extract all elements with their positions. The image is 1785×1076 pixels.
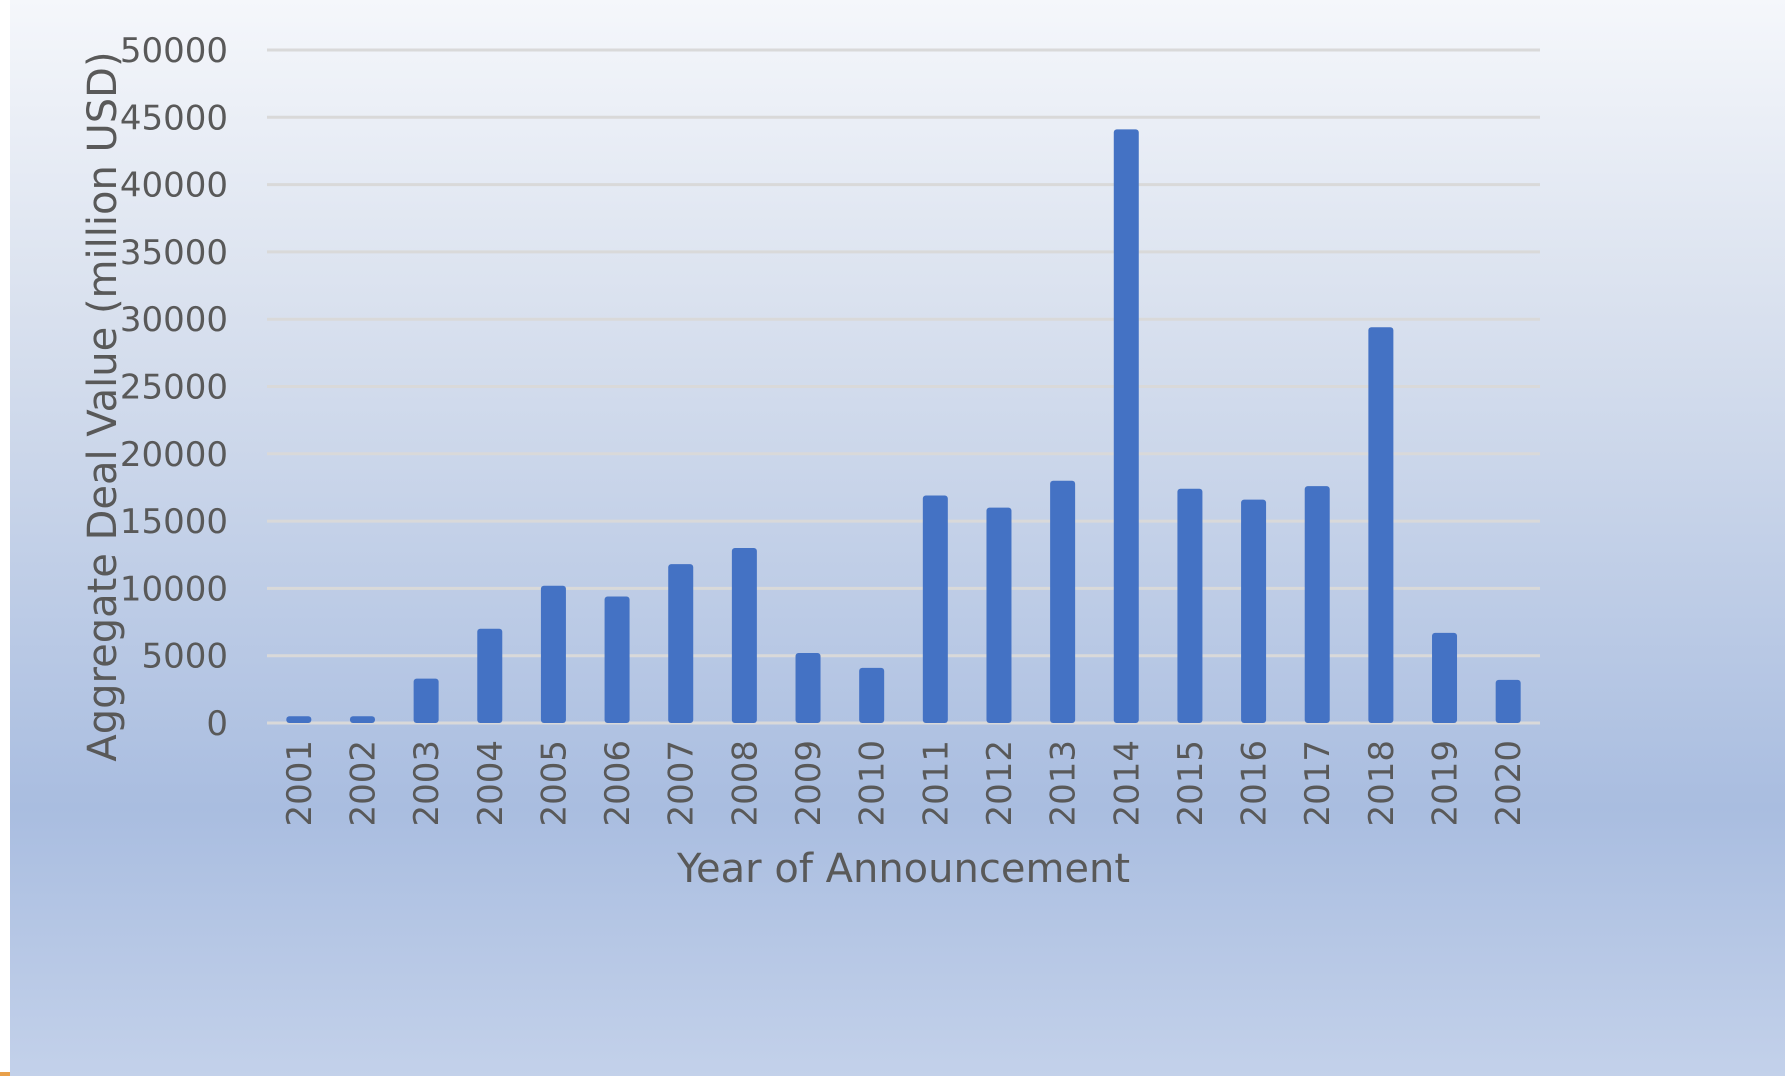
x-tick-label: 2005 [534,740,574,827]
x-tick-label: 2006 [598,740,638,827]
x-tick-label: 2011 [916,740,956,827]
x-axis-title: Year of Announcement [676,846,1130,892]
x-tick-label: 2012 [980,740,1020,827]
y-tick-label: 35000 [120,233,228,273]
bar-2010 [859,667,885,723]
x-tick-label: 2017 [1298,740,1338,827]
x-tick-label: 2018 [1362,740,1402,827]
bars [286,129,1521,723]
bar-2012 [986,507,1012,723]
bar-2004 [477,628,503,723]
x-axis-tick-labels: 2001 2002 2003 2004 2005 2006 2007 2008 2009 2010… [280,740,1529,827]
y-tick-label: 25000 [120,368,228,408]
bar-2003 [413,678,439,723]
chart-frame: 0 5000 10000 15000 20000 25000 30000 35000 40000… [10,0,1785,1076]
bar-2008 [731,548,757,723]
bar-2009 [795,653,821,723]
x-tick-label: 2002 [343,740,383,827]
bar-2020 [1495,679,1521,723]
bar-2019 [1432,632,1458,723]
bar-2001 [286,716,312,723]
x-tick-label: 2004 [471,740,511,827]
y-tick-label: 45000 [120,98,228,138]
bar-2002 [349,716,375,723]
y-tick-label: 10000 [120,569,228,609]
bar-2018 [1368,327,1394,723]
bar-2015 [1177,488,1203,723]
y-tick-label: 40000 [120,166,228,206]
x-tick-label: 2010 [853,740,893,827]
x-tick-label: 2013 [1044,740,1084,827]
x-tick-label: 2001 [280,740,320,827]
x-tick-label: 2014 [1107,740,1147,827]
bar-chart: 0 5000 10000 15000 20000 25000 30000 35000 40000… [80,31,1540,892]
y-tick-label: 50000 [120,31,228,71]
bar-2005 [540,585,566,723]
bar-2017 [1304,486,1330,723]
y-axis-title: Aggregate Deal Value (million USD) [80,51,126,761]
gridlines [267,48,1540,725]
bar-2006 [604,596,630,723]
x-tick-label: 2020 [1489,740,1529,827]
y-tick-label: 20000 [120,435,228,475]
x-tick-label: 2008 [725,740,765,827]
corner-accent [0,1072,10,1076]
y-tick-label: 0 [206,704,228,744]
y-tick-label: 15000 [120,502,228,542]
x-tick-label: 2007 [662,740,702,827]
bar-2016 [1241,499,1267,723]
bar-2011 [922,495,948,723]
x-tick-label: 2019 [1426,740,1466,827]
x-tick-label: 2016 [1235,740,1275,827]
x-tick-label: 2003 [407,740,447,827]
bar-2014 [1113,129,1139,723]
y-tick-label: 5000 [141,637,228,677]
bar-2007 [668,564,694,723]
x-tick-label: 2009 [789,740,829,827]
bar-2013 [1050,480,1076,723]
y-axis-tick-labels: 0 5000 10000 15000 20000 25000 30000 35000 40000… [120,31,228,744]
y-tick-label: 30000 [120,300,228,340]
x-tick-label: 2015 [1171,740,1211,827]
